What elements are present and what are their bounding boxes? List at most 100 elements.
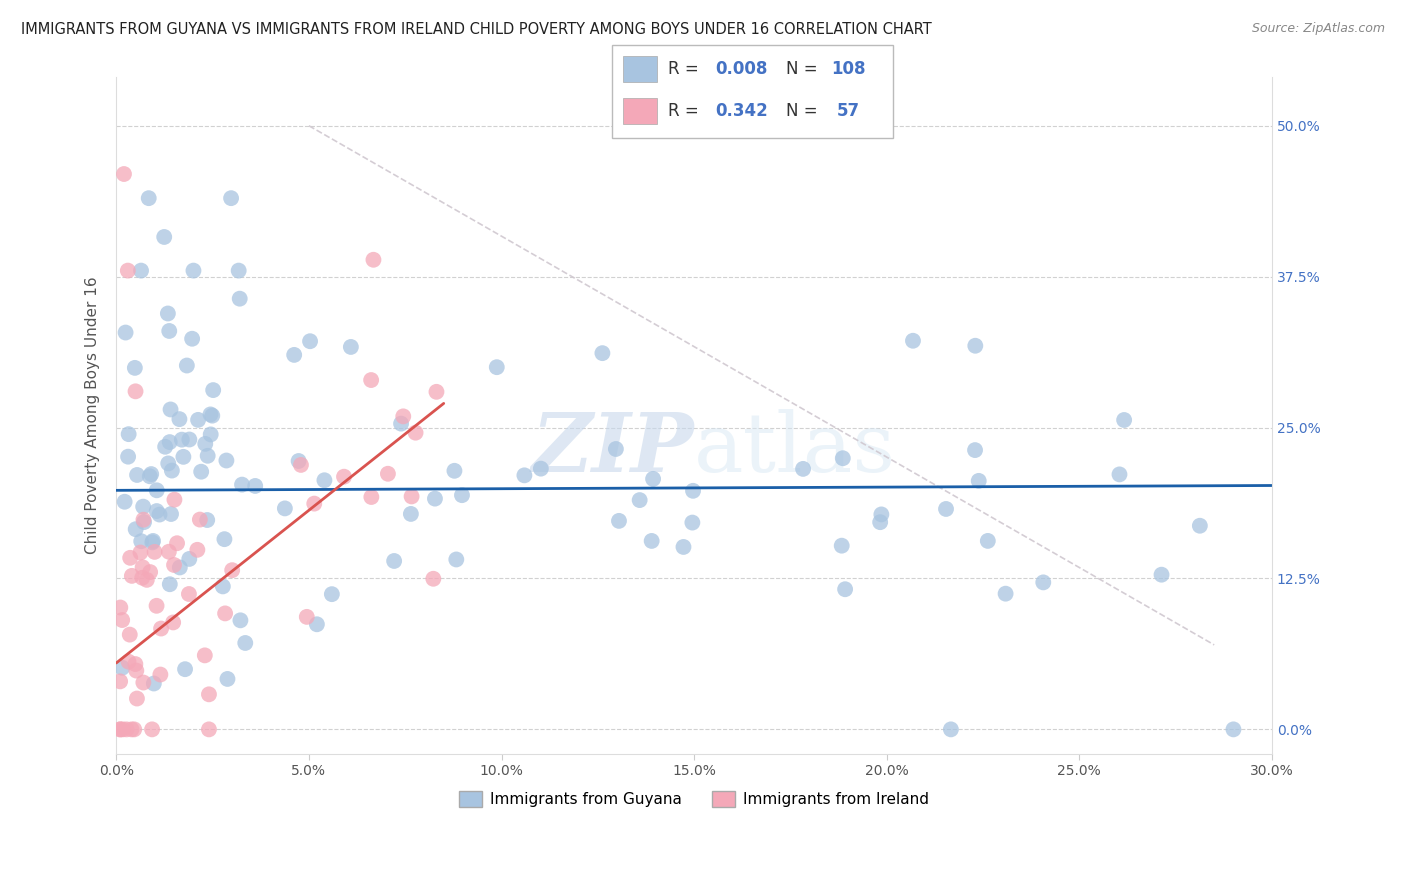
Point: [129, 263, 152, 277]
Point: [901, 334, 924, 348]
Point: [149, 667, 172, 681]
Point: [157, 324, 180, 338]
Point: [108, 723, 131, 737]
Point: [360, 373, 382, 387]
Point: [132, 515, 155, 529]
Point: [831, 451, 853, 466]
Point: [304, 497, 326, 511]
Point: [169, 560, 191, 574]
Point: [125, 691, 148, 706]
Point: [124, 384, 146, 399]
Point: [228, 263, 250, 277]
Point: [287, 454, 309, 468]
Text: Source: ZipAtlas.com: Source: ZipAtlas.com: [1251, 22, 1385, 36]
Point: [443, 464, 465, 478]
Point: [214, 607, 236, 621]
Point: [142, 676, 165, 690]
Point: [153, 230, 176, 244]
Point: [672, 540, 695, 554]
Point: [169, 412, 191, 426]
Bar: [623, 56, 657, 82]
Point: [129, 534, 152, 549]
Point: [681, 516, 703, 530]
Point: [202, 383, 225, 397]
Point: [221, 563, 243, 577]
Point: [963, 443, 986, 458]
Point: [198, 687, 221, 701]
Point: [114, 494, 136, 508]
Point: [120, 550, 142, 565]
Point: [228, 292, 250, 306]
Point: [118, 627, 141, 641]
Point: [200, 408, 222, 422]
Point: [157, 457, 180, 471]
Point: [183, 263, 205, 277]
Point: [163, 492, 186, 507]
Point: [643, 472, 665, 486]
Point: [194, 648, 217, 663]
Point: [211, 579, 233, 593]
Point: [401, 490, 423, 504]
Point: [111, 661, 134, 675]
Point: [201, 409, 224, 423]
Text: 0.008: 0.008: [716, 60, 768, 78]
Point: [121, 723, 143, 737]
Point: [142, 533, 165, 548]
Point: [1188, 518, 1211, 533]
Point: [195, 513, 218, 527]
Point: [399, 507, 422, 521]
Point: [1222, 723, 1244, 737]
Point: [425, 384, 447, 399]
Point: [314, 473, 336, 487]
Point: [139, 469, 162, 483]
Point: [1114, 413, 1136, 427]
Point: [231, 477, 253, 491]
Point: [124, 657, 146, 671]
Point: [117, 450, 139, 464]
Point: [117, 263, 139, 277]
Point: [179, 552, 201, 566]
Point: [156, 306, 179, 320]
Point: [141, 535, 163, 549]
Point: [870, 508, 893, 522]
Point: [217, 672, 239, 686]
Point: [159, 577, 181, 591]
Point: [118, 427, 141, 442]
Point: [138, 191, 160, 205]
Point: [451, 488, 474, 502]
Point: [160, 507, 183, 521]
Point: [197, 449, 219, 463]
Point: [111, 613, 134, 627]
Point: [605, 442, 627, 456]
Point: [591, 346, 613, 360]
Point: [150, 622, 173, 636]
Point: [939, 723, 962, 737]
Point: [977, 533, 1000, 548]
Point: [174, 662, 197, 676]
Point: [245, 479, 267, 493]
Point: [141, 723, 163, 737]
Point: [283, 348, 305, 362]
Point: [159, 435, 181, 450]
Point: [108, 723, 131, 737]
Point: [170, 433, 193, 447]
Point: [1108, 467, 1130, 482]
Point: [360, 490, 382, 504]
Point: [513, 468, 536, 483]
Point: [831, 539, 853, 553]
Point: [1150, 567, 1173, 582]
Point: [112, 167, 135, 181]
Point: [111, 723, 134, 737]
Point: [834, 582, 856, 597]
Point: [190, 465, 212, 479]
Point: [1032, 575, 1054, 590]
Point: [446, 552, 468, 566]
Point: [423, 491, 446, 506]
Point: [382, 554, 405, 568]
Text: ZIP: ZIP: [531, 409, 695, 490]
Text: N =: N =: [786, 102, 828, 120]
Point: [188, 512, 211, 526]
Point: [160, 464, 183, 478]
Point: [530, 461, 553, 475]
Point: [131, 571, 153, 585]
